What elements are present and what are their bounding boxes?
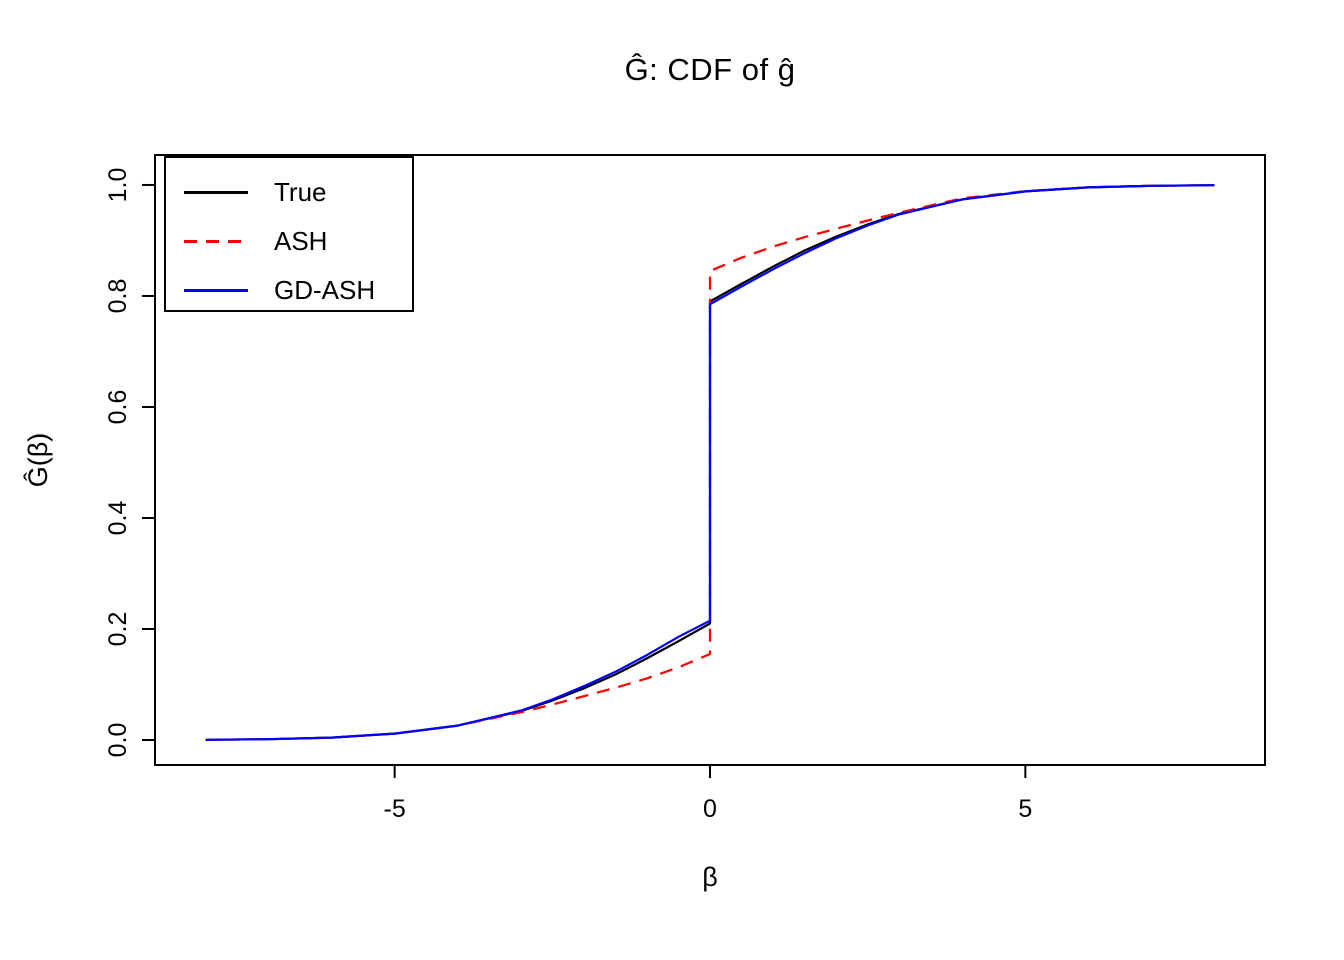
legend-line-true [184, 191, 248, 194]
legend-label-gd-ash: GD-ASH [274, 275, 376, 305]
y-tick-label: 0.0 [104, 722, 132, 758]
y-tick-label: 1.0 [104, 167, 132, 203]
legend-line-gd-ash [184, 289, 248, 292]
y-tick-label: 0.2 [104, 611, 132, 647]
series-gd-ash [205, 184, 1215, 741]
x-tick-label: 0 [703, 795, 717, 823]
chart-title: Ĝ: CDF of ĝ [624, 52, 796, 87]
y-tick-label: 0.8 [104, 278, 132, 314]
legend: True ASH GD-ASH [164, 156, 414, 312]
x-axis-label: β [702, 862, 718, 892]
legend-line-ash [184, 240, 248, 243]
x-tick-label: 5 [1018, 795, 1033, 823]
legend-item-gd-ash: GD-ASH [166, 266, 412, 315]
legend-item-true: True [166, 168, 412, 217]
y-tick-label: 0.4 [104, 500, 132, 536]
x-tick-label: -5 [383, 795, 406, 823]
legend-label-ash: ASH [274, 226, 328, 256]
y-tick-label: 0.6 [104, 389, 132, 425]
legend-label-true: True [274, 177, 327, 207]
legend-item-ash: ASH [166, 217, 412, 266]
